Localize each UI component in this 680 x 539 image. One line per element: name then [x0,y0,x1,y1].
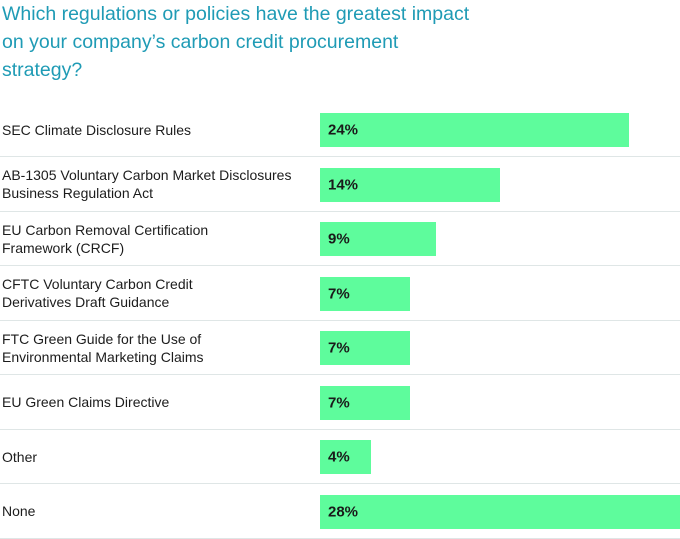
category-label: FTC Green Guide for the Use of Environme… [2,330,204,365]
bar: 7% [320,331,410,365]
bar: 7% [320,385,410,420]
bar-row: CFTC Voluntary Carbon Credit Derivatives… [0,267,680,321]
category-label: Other [2,448,38,465]
bar-row: FTC Green Guide for the Use of Environme… [0,321,680,375]
bar: 7% [320,276,410,311]
data-label: 24% [328,121,359,139]
bar-row: SEC Climate Disclosure Rules 24% [0,103,680,157]
data-label: 7% [328,394,350,411]
category-label: EU Carbon Removal Certification Framewor… [2,221,209,256]
bar-row: Other 4% [0,430,680,484]
category-label: CFTC Voluntary Carbon Credit Derivatives… [2,276,193,310]
bar-row: EU Green Claims Directive 7% [0,376,680,430]
chart-title: Which regulations or policies have the g… [2,3,470,81]
data-label: 7% [328,339,350,357]
bar-row: AB-1305 Voluntary Carbon Market Disclosu… [0,158,680,212]
data-label: 7% [328,285,350,302]
bar-row: None 28% [0,485,680,539]
data-label: 9% [328,230,350,248]
bar-row: EU Carbon Removal Certification Framewor… [0,212,680,266]
bar: 28% [320,494,680,529]
bar-chart: SEC Climate Disclosure Rules 24% AB-1305 V… [0,103,680,539]
category-label: None [2,503,36,519]
data-label: 14% [328,176,359,193]
data-label: 28% [328,503,359,520]
category-label: SEC Climate Disclosure Rules [2,121,192,138]
category-label: AB-1305 Voluntary Carbon Market Disclosu… [2,167,292,201]
bar: 9% [320,222,436,256]
bar: 24% [320,113,629,147]
bar: 4% [320,440,371,474]
bar: 14% [320,167,500,202]
data-label: 4% [328,448,350,466]
category-label: EU Green Claims Directive [2,394,170,410]
